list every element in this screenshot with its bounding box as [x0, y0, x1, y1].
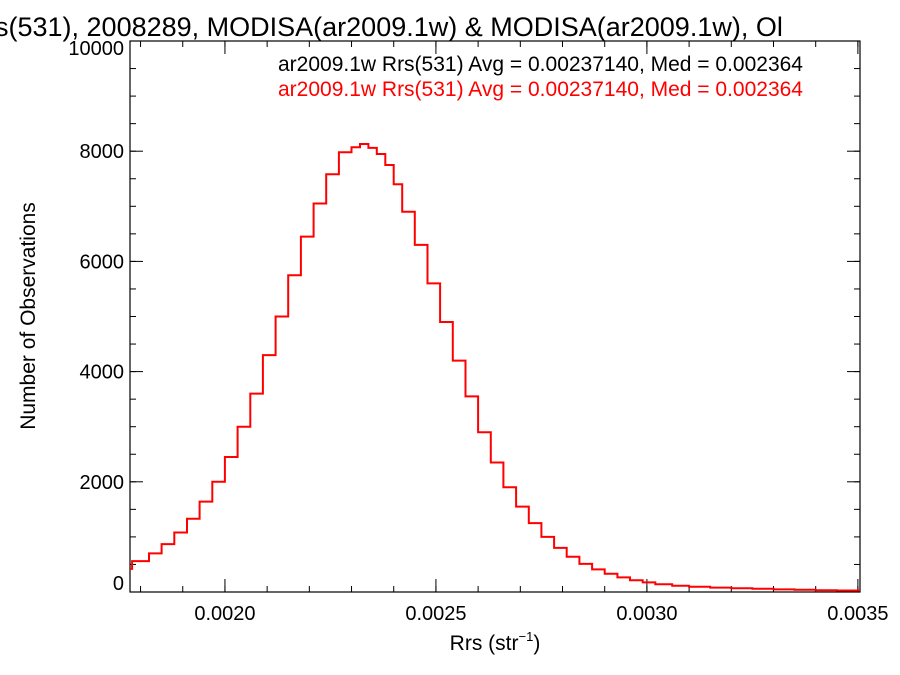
- x-tick-label: 0.0030: [616, 603, 677, 625]
- axis-ticks: [130, 40, 860, 593]
- x-tick-label: 0.0025: [405, 603, 466, 625]
- y-tick-label: 6000: [80, 251, 125, 273]
- plot-frame: [129, 40, 861, 593]
- x-axis-title: Rrs (str−1): [450, 629, 541, 655]
- histogram-line: [130, 143, 860, 592]
- y-tick-label: 10000: [68, 38, 124, 60]
- y-tick-label: 2000: [80, 472, 125, 494]
- legend-entry-black: ar2009.1w Rrs(531) Avg = 0.00237140, Med…: [278, 53, 803, 76]
- x-axis-title-main: Rrs (str: [450, 632, 519, 655]
- y-tick-label: 0: [113, 573, 124, 595]
- x-axis-title-sup: −1: [519, 629, 534, 644]
- chart-title: s(531), 2008289, MODISA(ar2009.1w) & MOD…: [0, 12, 783, 42]
- y-tick-label: 8000: [80, 141, 125, 163]
- x-tick-label: 0.0035: [827, 603, 888, 625]
- tick-labels: 0.0020 0.0025 0.0030 0.0035 0 2000 4000 6000 800…: [68, 38, 888, 625]
- legend-entry-red: ar2009.1w Rrs(531) Avg = 0.00237140, Med…: [278, 78, 803, 101]
- x-axis-title-end: ): [533, 632, 540, 655]
- y-axis-title: Number of Observations: [17, 202, 40, 430]
- y-tick-label: 4000: [80, 362, 125, 384]
- x-tick-label: 0.0020: [194, 603, 255, 625]
